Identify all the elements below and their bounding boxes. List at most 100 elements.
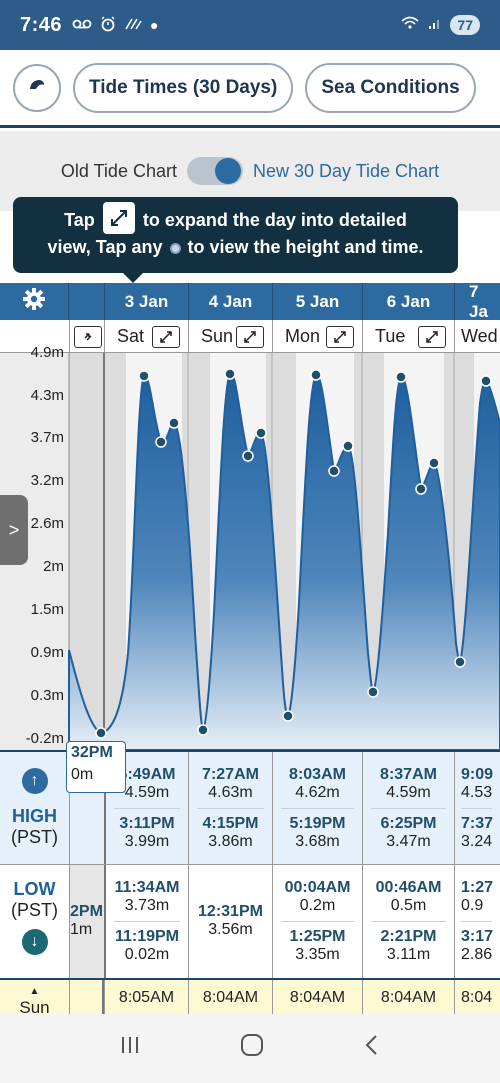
high-height: 4.59m — [386, 784, 431, 801]
day-header-row: 3 Jan 4 Jan 5 Jan 6 Jan 7 Ja — [0, 282, 500, 321]
tide-point[interactable] — [168, 417, 180, 429]
status-notification-icons: ● — [72, 15, 159, 35]
high-height: 4.59m — [124, 784, 170, 801]
expand-day-button-0[interactable] — [152, 325, 180, 348]
tide-point[interactable] — [255, 427, 267, 439]
low-tide-table: LOW (PST) ↓ 2PM 1m 11:34AM 3.73m 11:19PM… — [0, 864, 500, 978]
low-col-3: 00:46AM 0.5m 2:21PM 3.11m — [362, 865, 454, 978]
tide-point[interactable] — [95, 727, 107, 739]
y-tick-label: 4.3m — [30, 387, 64, 404]
y-tick-label: 0.9m — [30, 644, 64, 661]
high-col-4: 9:09 4.53 7:37 3.24 — [454, 752, 500, 864]
day-name-2: Mon — [285, 326, 321, 346]
high-time: 9:09 — [461, 766, 494, 783]
day-cell-4: Wed — [454, 320, 500, 353]
expand-day-button-2[interactable] — [326, 325, 354, 348]
low-time: 11:19PM — [114, 928, 180, 945]
low-arrow-down-icon[interactable]: ↓ — [21, 929, 48, 955]
tide-chart-svg — [68, 353, 500, 750]
expand-icon — [102, 202, 135, 235]
tide-times-tab[interactable]: Tide Times (30 Days) — [73, 62, 294, 113]
day-name-4: Wed — [461, 326, 498, 346]
low-time: 2PM — [70, 903, 103, 920]
back-icon[interactable] — [363, 1033, 381, 1064]
day-date-1: 4 Jan — [188, 283, 272, 320]
tide-point[interactable] — [242, 450, 254, 462]
y-tick-label: 2.6m — [30, 515, 64, 532]
expand-day-button-1[interactable] — [236, 325, 264, 348]
low-label: LOW — [13, 879, 56, 899]
tide-chart[interactable]: 4.9m 4.3m 3.7m 3.2m 2.6m 2m 1.5m 0.9m 0.… — [0, 344, 500, 793]
low-height: 3.56m — [208, 921, 253, 938]
sunrise-row: ▲ Sun 8:05AM 8:04AM 8:04AM 8:04AM 8:04 — [0, 978, 500, 1016]
y-tick-label: 3.7m — [30, 429, 64, 446]
sun-label: Sun — [19, 998, 50, 1017]
high-height: 3.47m — [386, 833, 431, 850]
signal-icon — [428, 16, 442, 35]
gear-icon — [22, 287, 46, 316]
low-time: 00:46AM — [375, 879, 442, 896]
popup-height: 0m — [71, 766, 94, 783]
tide-point[interactable] — [224, 368, 236, 380]
low-label-cell: LOW (PST) ↓ — [0, 865, 69, 978]
low-height: 3.73m — [124, 897, 170, 914]
side-expand-tab[interactable]: > — [0, 495, 28, 565]
tide-point[interactable] — [428, 457, 440, 469]
settings-button[interactable] — [0, 283, 69, 320]
low-height: 0.9 — [461, 897, 484, 914]
tide-point[interactable] — [480, 375, 492, 387]
status-time: 7:46 — [20, 13, 63, 36]
wifi-icon — [400, 15, 420, 36]
high-time: 6:49AM — [118, 766, 176, 783]
sun-prev-cell — [69, 980, 104, 1016]
recent-apps-icon[interactable] — [119, 1034, 141, 1063]
sea-conditions-tab[interactable]: Sea Conditions — [305, 62, 476, 113]
tooltip-text-3: view, Tap any — [47, 237, 163, 258]
low-time: 3:17 — [461, 928, 494, 945]
location-button[interactable] — [13, 63, 61, 112]
high-arrow-up-icon[interactable]: ↑ — [21, 768, 48, 794]
sun-time-3: 8:04AM — [362, 980, 454, 1016]
tide-point[interactable] — [310, 369, 322, 381]
y-tick-label: 2m — [43, 558, 64, 575]
tide-point[interactable] — [395, 371, 407, 383]
low-time: 00:04AM — [284, 879, 351, 896]
chart-toggle-switch[interactable] — [186, 157, 243, 185]
tide-point[interactable] — [454, 656, 466, 668]
data-saver-icon — [124, 17, 142, 34]
collapse-button[interactable] — [74, 325, 102, 348]
sun-time-2: 8:04AM — [272, 980, 362, 1016]
y-tick-label: 4.9m — [30, 344, 64, 361]
high-height: 4.63m — [208, 784, 253, 801]
low-col-4: 1:27 0.9 3:17 2.86 — [454, 865, 500, 978]
tide-point[interactable] — [197, 724, 209, 736]
day-cell-0: Sat — [104, 320, 188, 353]
tide-point[interactable] — [138, 370, 150, 382]
day-date-4: 7 Ja — [454, 282, 500, 321]
high-time: 7:27AM — [202, 766, 259, 783]
voicemail-icon — [72, 17, 92, 33]
point-dot-icon — [169, 243, 181, 254]
sun-label-cell: ▲ Sun — [0, 980, 69, 1016]
low-height: 2.86 — [461, 946, 493, 963]
high-label: HIGH — [12, 806, 57, 826]
tide-point[interactable] — [415, 483, 427, 495]
high-time: 4:15PM — [202, 815, 259, 832]
day-cell-2: Mon — [272, 320, 362, 353]
high-time: 7:37 — [461, 815, 494, 832]
home-icon[interactable] — [240, 1033, 264, 1064]
tide-point[interactable] — [282, 710, 294, 722]
sunrise-arrow-icon: ▲ — [29, 986, 40, 997]
tide-point[interactable] — [328, 465, 340, 477]
day-date-0: 3 Jan — [104, 283, 188, 320]
sun-time-1: 8:04AM — [188, 980, 272, 1016]
y-tick-label: 3.2m — [30, 472, 64, 489]
alarm-icon — [100, 15, 116, 35]
tide-point[interactable] — [342, 440, 354, 452]
high-time: 3:11PM — [119, 815, 175, 832]
tide-point[interactable] — [367, 686, 379, 698]
expand-day-button-3[interactable] — [418, 325, 446, 348]
tide-point[interactable] — [155, 436, 167, 448]
tooltip-text-1: Tap — [64, 210, 95, 230]
low-col-2: 00:04AM 0.2m 1:25PM 3.35m — [272, 865, 362, 978]
